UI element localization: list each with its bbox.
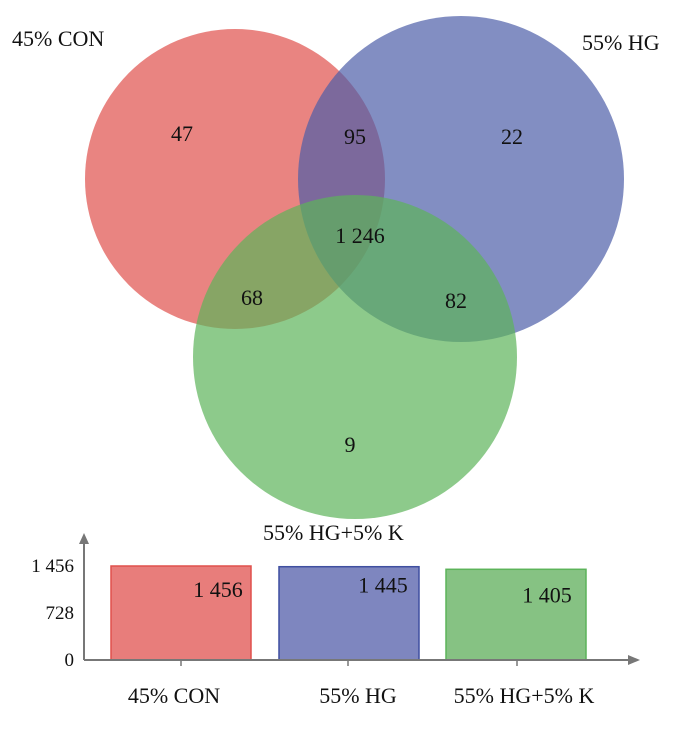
x-axis-arrow: [628, 655, 640, 665]
bar-value-label-0: 1 456: [193, 577, 243, 602]
region-only-k: 9: [345, 432, 356, 457]
venn-diagram: [85, 16, 624, 519]
bar-value-label-2: 1 405: [522, 582, 572, 607]
region-only-con: 47: [171, 121, 193, 146]
set-label-con: 45% CON: [12, 26, 104, 51]
x-category-label-1: 55% HG: [319, 683, 397, 708]
region-all-three: 1 246: [335, 223, 385, 248]
set-label-hg: 55% HG: [582, 30, 660, 55]
region-hg-k: 82: [445, 288, 467, 313]
set-label-k: 55% HG+5% K: [263, 520, 404, 545]
region-con-k: 68: [241, 285, 263, 310]
bars: [110, 565, 587, 661]
x-category-label-0: 45% CON: [128, 683, 220, 708]
region-con-hg: 95: [344, 124, 366, 149]
set-size-bar-chart: 0 728 1 456 1 456 1 445 1 405 45% CON 55% HG 5…: [31, 533, 640, 708]
region-only-hg: 22: [501, 124, 523, 149]
y-tick-label-0: 0: [65, 650, 75, 671]
venn-circle-k: [193, 195, 517, 519]
y-tick-label-1: 728: [46, 603, 75, 624]
y-axis-arrow: [79, 533, 89, 544]
bar-value-labels: 1 456 1 445 1 405: [193, 573, 572, 608]
y-tick-label-2: 1 456: [31, 556, 74, 577]
y-tick-labels: 0 728 1 456: [31, 556, 74, 671]
x-category-label-2: 55% HG+5% K: [454, 683, 595, 708]
bar-value-label-1: 1 445: [358, 573, 408, 598]
bar-0: [110, 565, 252, 661]
bar-2: [445, 568, 587, 661]
x-category-labels: 45% CON 55% HG 55% HG+5% K: [128, 683, 595, 708]
